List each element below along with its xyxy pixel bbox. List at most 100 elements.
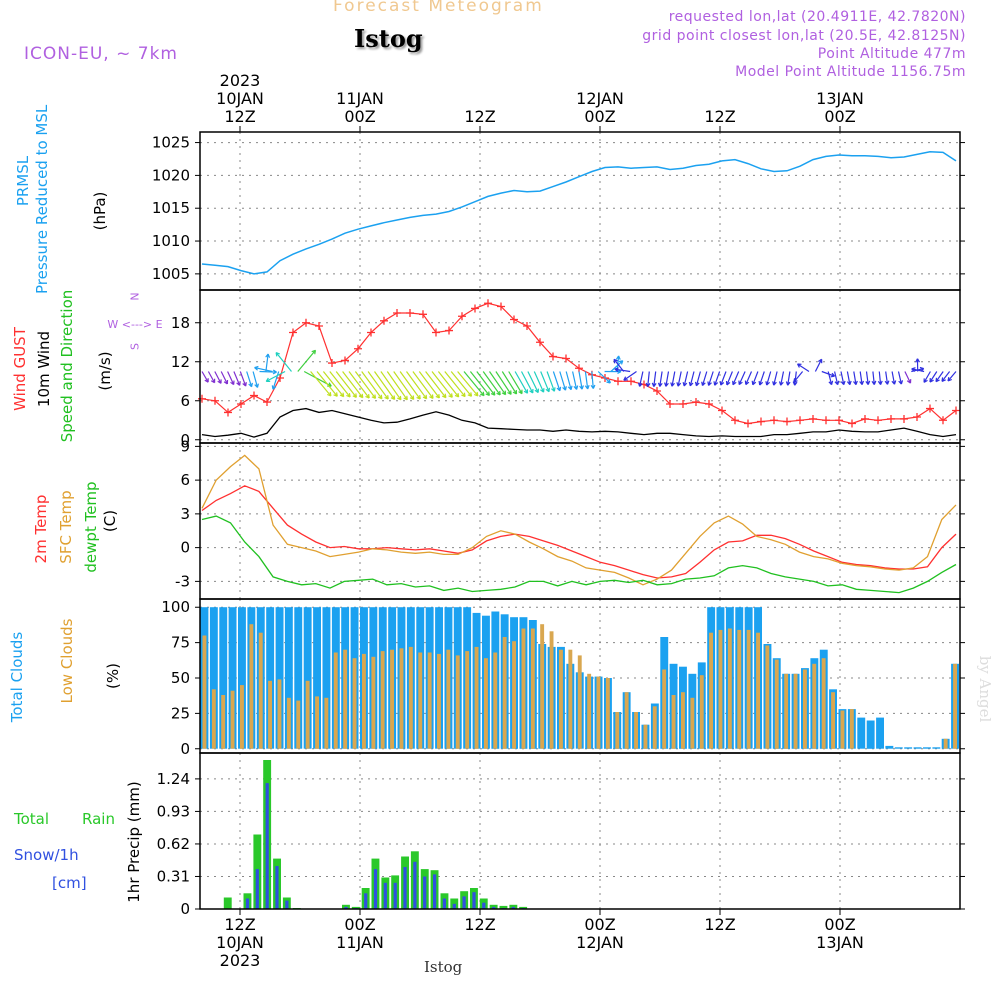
- gust-marker: [887, 414, 895, 423]
- low-cloud-bar: [380, 651, 385, 749]
- wind-direction-arrow: [778, 371, 785, 386]
- wind-direction-arrow: [941, 371, 951, 382]
- wind-direction-arrow: [610, 360, 624, 372]
- total-cloud-bar: [913, 747, 922, 749]
- y-tick-label: 3: [180, 505, 190, 523]
- total-cloud-bar: [876, 717, 884, 749]
- total-cloud-bar: [857, 717, 866, 749]
- gust-marker: [835, 416, 843, 425]
- snow-bar: [442, 898, 446, 909]
- wind-direction-arrow: [367, 371, 389, 400]
- low-cloud-bar: [305, 680, 310, 749]
- gust-marker: [510, 315, 518, 324]
- compass-north: N: [128, 292, 142, 301]
- low-cloud-bar: [605, 678, 610, 749]
- low-cloud-bar: [455, 655, 460, 749]
- wind-direction-arrow: [664, 371, 670, 387]
- y-tick-label: 0: [180, 900, 190, 918]
- y-tick-label: 9: [180, 437, 190, 455]
- low-cloud-bar: [446, 649, 451, 749]
- y-tick-label: 6: [180, 471, 190, 489]
- wind-direction-arrow: [834, 371, 840, 386]
- low-cloud-bar: [474, 646, 479, 749]
- wind-direction-arrow: [853, 371, 858, 386]
- low-cloud-bar: [493, 652, 498, 749]
- model-altitude: Model Point Altitude 1156.75m: [735, 64, 966, 80]
- low-cloud-bar: [399, 648, 404, 749]
- gust-marker: [822, 416, 830, 425]
- low-cloud-bar: [577, 655, 582, 749]
- bottom-time-label: 00Z: [824, 915, 855, 934]
- low-cloud-bar: [296, 700, 301, 749]
- wind-direction-arrow: [508, 371, 523, 395]
- bottom-time-label: 12Z: [704, 915, 735, 934]
- cm-label: [cm]: [52, 874, 87, 892]
- low-cloud-bar: [727, 628, 732, 749]
- gust-marker: [445, 326, 453, 335]
- bottom-time-label: 00Z: [344, 915, 375, 934]
- wind-direction-arrow: [578, 371, 584, 390]
- wind-direction-arrow: [657, 371, 663, 387]
- total-cloud-bar: [894, 747, 903, 749]
- wind-direction-arrow: [751, 371, 759, 386]
- low-cloud-bar: [587, 673, 592, 749]
- wind-direction-arrow: [637, 371, 644, 387]
- y-tick-label: 1.24: [157, 770, 190, 788]
- wind-direction-arrow: [688, 371, 695, 387]
- temp-sfc-line: [201, 454, 957, 586]
- wind-direction-arrow: [877, 371, 883, 385]
- low-cloud-bar: [756, 632, 760, 749]
- gust-marker: [263, 398, 271, 407]
- snow-bar: [245, 898, 250, 909]
- top-time-label: 00Z: [344, 107, 375, 126]
- gust-marker: [926, 404, 934, 413]
- low-cloud-bar: [849, 709, 854, 749]
- snow-bar: [472, 892, 476, 909]
- precip-unit-label: 1hr Precip (mm): [125, 781, 143, 903]
- wind-direction-arrow: [923, 371, 931, 383]
- low-cloud-bar: [484, 658, 488, 749]
- wind-direction-arrow: [744, 371, 753, 386]
- gust-marker: [705, 400, 713, 408]
- temp-2m-label: 2m Temp: [32, 494, 50, 564]
- wind-direction-arrow: [342, 371, 364, 399]
- prmsl-label: PRMSL: [14, 155, 32, 207]
- wind-direction-arrow: [840, 371, 846, 386]
- low-cloud-bar: [624, 692, 629, 749]
- wind-direction-arrow: [846, 371, 852, 386]
- cloud-unit-label: (%): [104, 663, 122, 689]
- wind-direction-arrow: [201, 371, 209, 383]
- low-cloud-bar: [315, 696, 319, 749]
- gust-marker: [653, 387, 661, 395]
- top-time-label: 12Z: [704, 107, 735, 126]
- top-time-label: 00Z: [584, 107, 615, 126]
- wind-direction-arrow: [865, 371, 871, 385]
- snow-bar: [285, 900, 289, 909]
- wind-direction-arrow: [444, 371, 466, 398]
- total-cloud-bar: [238, 607, 246, 749]
- y-tick-label: 100: [161, 598, 190, 616]
- wind-direction-arrow: [533, 371, 545, 393]
- footer-location: Istog: [424, 958, 463, 976]
- low-cloud-bar: [596, 676, 601, 749]
- gust-marker: [692, 398, 700, 407]
- snow-bar: [255, 869, 259, 909]
- wind-direction-arrow: [322, 371, 345, 398]
- total-cloud-bar: [866, 720, 875, 749]
- wind-direction-arrow: [463, 371, 485, 397]
- low-cloud-bar: [408, 646, 413, 749]
- gust-marker: [211, 396, 219, 405]
- wind-direction-arrow: [546, 371, 556, 392]
- y-tick-label: 12: [171, 353, 190, 371]
- gust-marker: [198, 394, 206, 403]
- top-time-label: 13JAN: [816, 89, 864, 108]
- wind-direction-arrow: [418, 371, 440, 399]
- low-cloud-bar: [230, 690, 235, 749]
- wind-direction-arrow: [335, 371, 357, 398]
- low-cloud-bar: [652, 706, 657, 749]
- wind-direction-arrow: [265, 353, 271, 372]
- temp-dew-label: dewpt Temp: [82, 481, 100, 573]
- gust-line: [201, 302, 957, 425]
- wind-direction-arrow: [793, 371, 804, 383]
- wind-direction-arrow: [399, 371, 421, 400]
